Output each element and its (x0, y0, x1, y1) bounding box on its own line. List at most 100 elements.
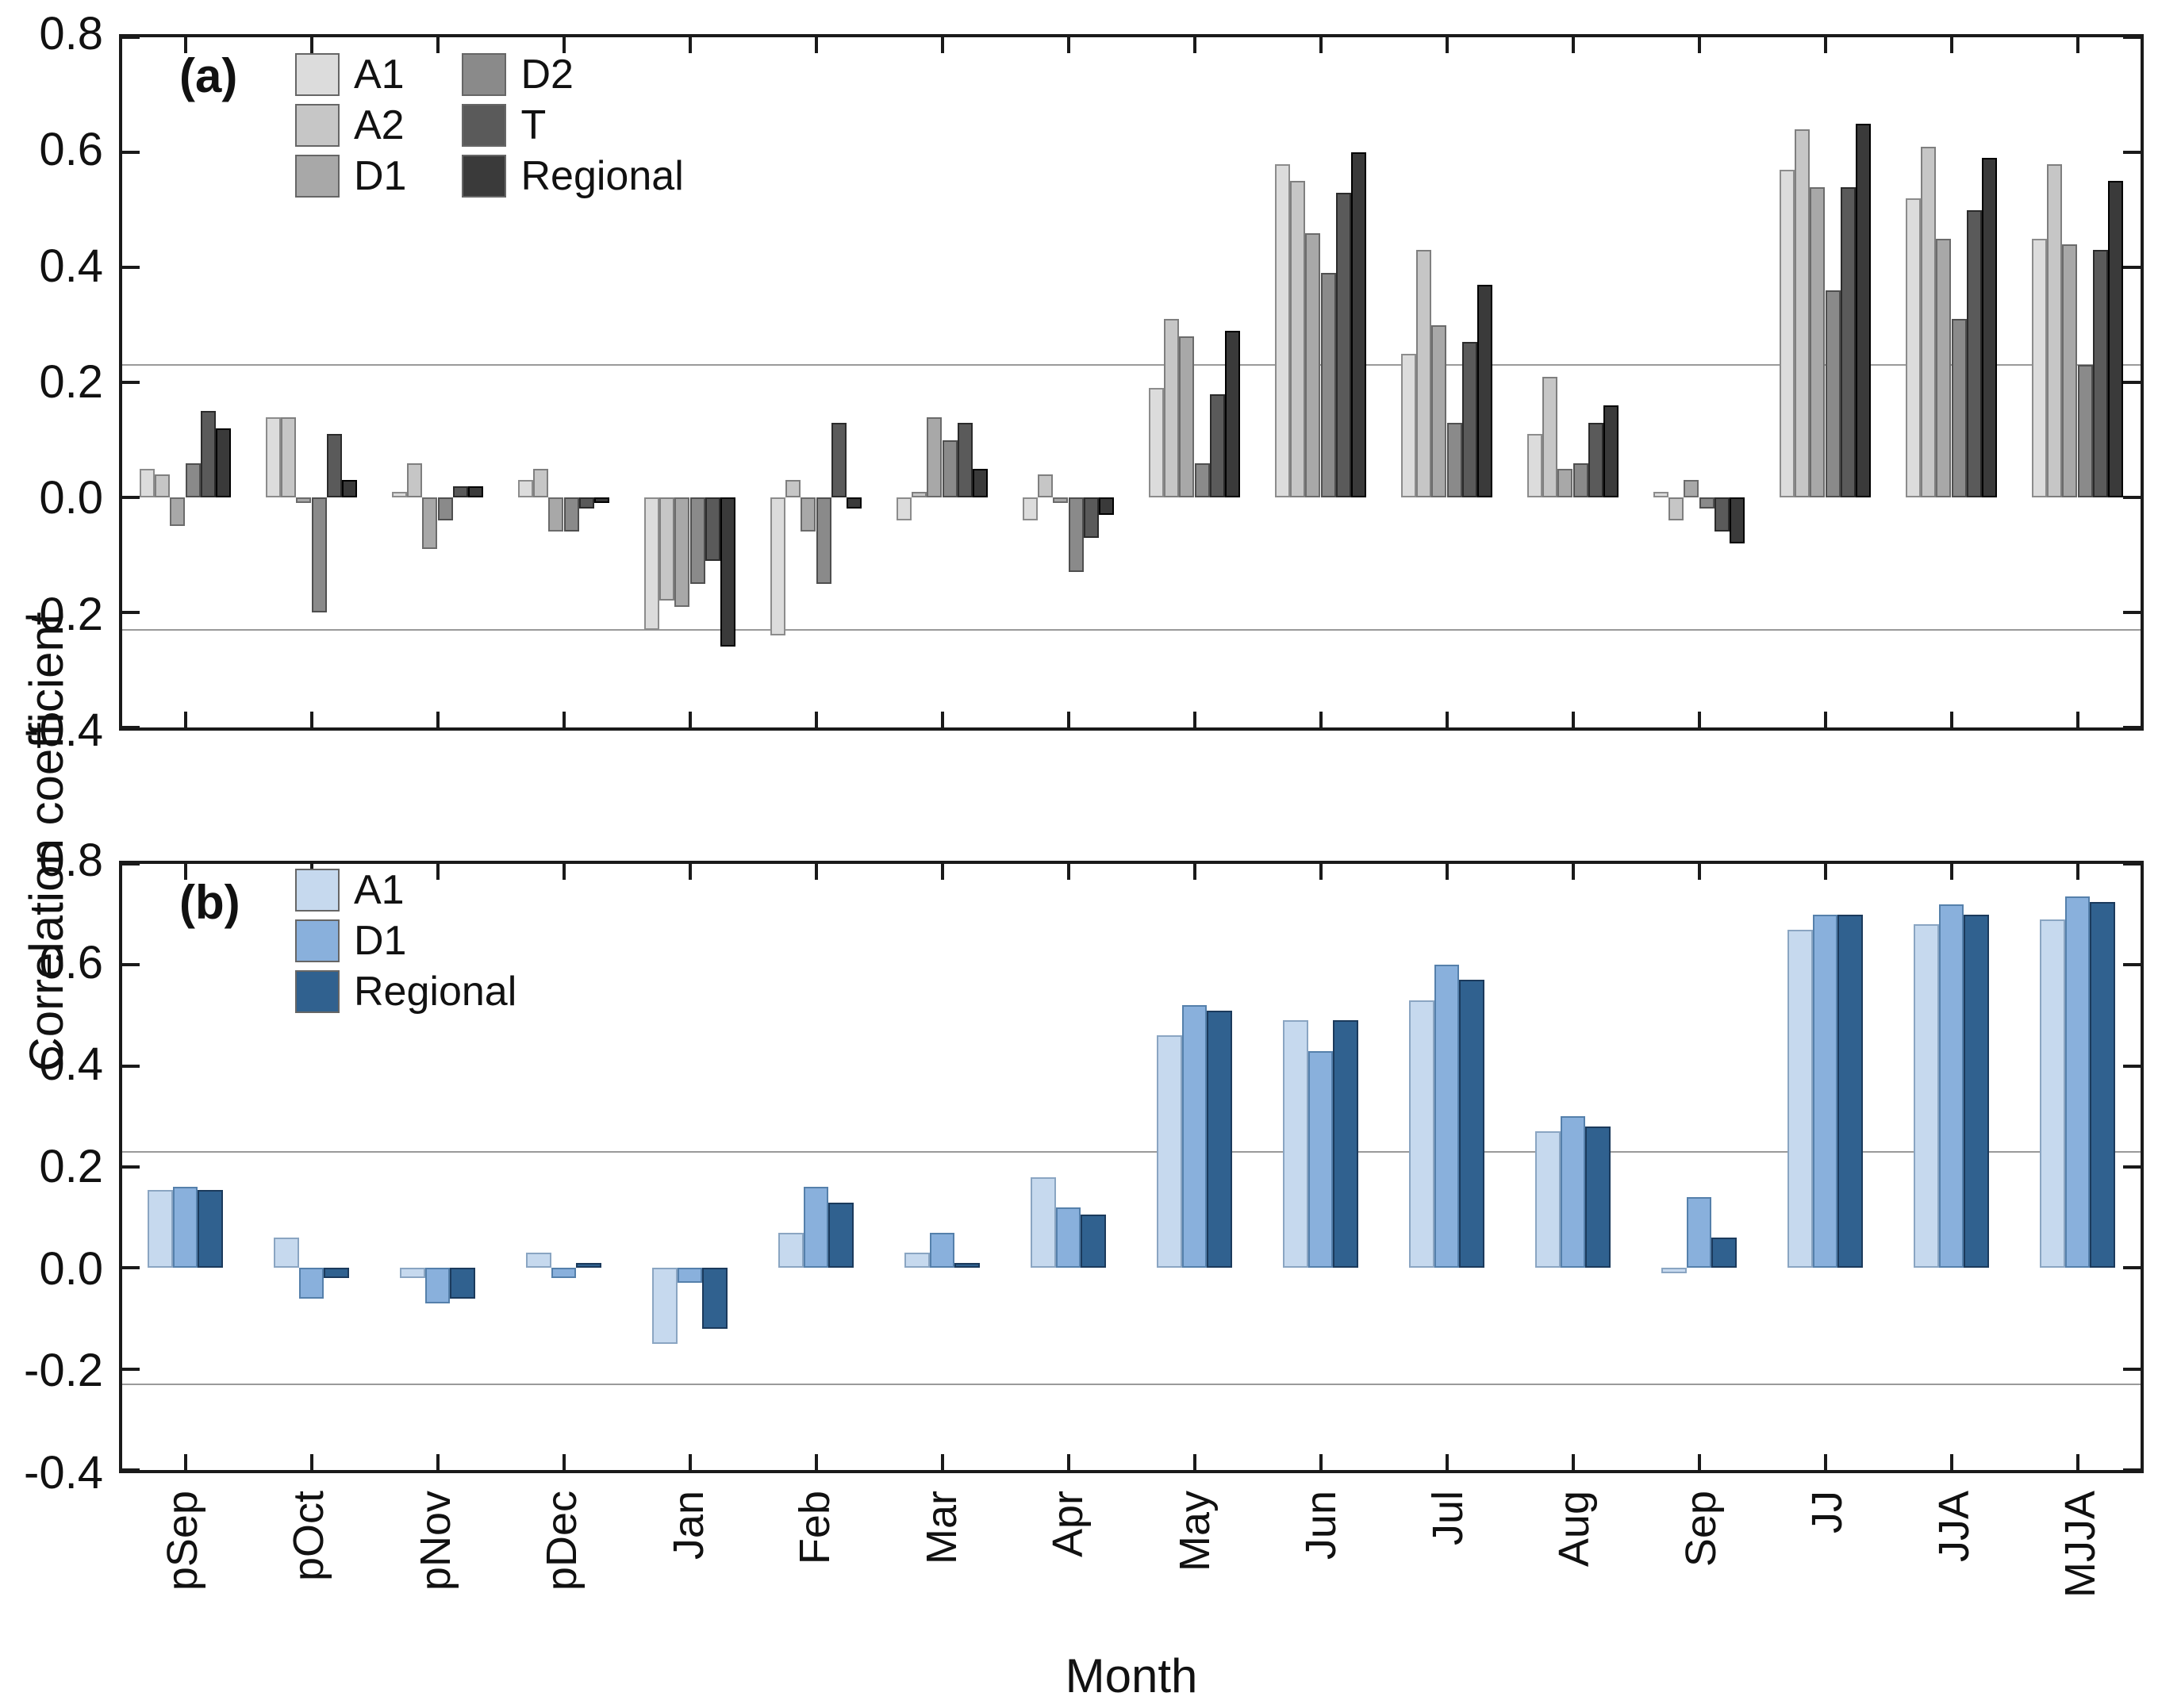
y-tick (122, 1367, 140, 1371)
bar-Regional-Jan (720, 497, 735, 647)
y-tick (122, 150, 140, 154)
bar-D1-pSep (172, 1187, 198, 1269)
bar-T-Jan (705, 497, 720, 561)
bar-D1-May (1181, 1005, 1208, 1269)
x-tick (1445, 37, 1449, 53)
y-tick-label: 0.6 (39, 124, 103, 176)
y-tick (2123, 265, 2141, 269)
bar-A1-Jan (644, 497, 660, 630)
x-tick (1949, 37, 1953, 53)
legend-swatch-regional (462, 155, 507, 198)
bar-D1-Feb (803, 1187, 829, 1269)
legend-swatch-t (462, 104, 507, 147)
y-tick-label: 0.6 (39, 936, 103, 988)
bar-T-pNov (452, 486, 468, 497)
bar-A2-JJ (1795, 129, 1810, 497)
bar-A1-MJJA (2032, 238, 2048, 497)
legend-swatch-a1 (295, 53, 340, 96)
bar-D2-pDec (563, 497, 579, 532)
x-tick (1319, 712, 1323, 727)
bar-D2-JJ (1825, 290, 1841, 497)
x-tick (1697, 712, 1701, 727)
bar-A2-pOct (281, 416, 297, 497)
x-tick (1697, 1454, 1701, 1470)
bar-D1-Apr (1055, 1207, 1081, 1269)
x-category-label-Jun: Jun (1297, 1491, 1346, 1560)
bar-Regional-Sep (1729, 497, 1745, 543)
y-tick (2123, 1266, 2141, 1270)
y-tick (2123, 1165, 2141, 1169)
x-tick (183, 1454, 187, 1470)
bar-A1-pSep (147, 1189, 173, 1269)
x-axis-title: Month (1065, 1649, 1198, 1702)
bar-D1-May (1179, 336, 1195, 497)
x-tick (1823, 712, 1827, 727)
bar-T-Apr (1083, 497, 1099, 538)
bar-A1-Sep (1661, 1268, 1687, 1273)
bar-A1-Jul (1401, 353, 1417, 497)
bar-Regional-Feb (846, 497, 862, 509)
bar-A1-Mar (897, 497, 912, 520)
x-tick (183, 37, 187, 53)
x-tick (436, 864, 440, 880)
y-tick (122, 1468, 140, 1472)
bar-Regional-pNov (467, 486, 483, 497)
bar-D1-Jun (1305, 232, 1321, 497)
bar-A1-Apr (1023, 497, 1039, 520)
y-tick (2123, 726, 2141, 729)
panel-b-plot-area (122, 862, 2141, 1472)
legend-item-d2: D2 (462, 53, 683, 96)
bar-A1-Aug (1534, 1131, 1561, 1269)
bar-Regional-pDec (593, 497, 609, 504)
x-tick (1823, 864, 1827, 880)
bar-D1-Aug (1557, 468, 1573, 497)
y-tick (122, 611, 140, 614)
bar-D1-Jul (1431, 324, 1447, 497)
bar-A2-Feb (785, 480, 801, 497)
bar-A1-JJA (1913, 924, 1939, 1269)
panel-a-plot-area (122, 36, 2141, 729)
bar-A1-pOct (266, 416, 282, 497)
x-tick (940, 1454, 944, 1470)
bar-D1-Jan (677, 1268, 703, 1284)
bar-D1-Mar (927, 416, 943, 497)
x-tick (1823, 1454, 1827, 1470)
bar-D1-JJ (1810, 186, 1826, 497)
x-category-label-pOct: pOct (285, 1491, 333, 1582)
y-tick (2123, 1367, 2141, 1371)
bar-D1-Sep (1686, 1197, 1712, 1269)
bar-Regional-pSep (198, 1189, 224, 1269)
y-tick (122, 36, 140, 39)
bar-Regional-pDec (576, 1262, 602, 1269)
x-tick (1571, 864, 1575, 880)
bar-Regional-MJJA (2090, 901, 2116, 1269)
x-tick (1192, 1454, 1196, 1470)
bar-A2-May (1164, 319, 1180, 497)
legend-swatch-d2 (462, 53, 507, 96)
x-tick (814, 37, 818, 53)
bar-A1-Jul (1408, 1000, 1434, 1269)
y-tick (122, 381, 140, 384)
x-tick (1066, 864, 1070, 880)
x-tick (1445, 1454, 1449, 1470)
x-tick (688, 712, 692, 727)
bar-A2-Sep (1668, 497, 1684, 520)
bar-A1-pNov (399, 1268, 425, 1279)
bar-Regional-Jun (1333, 1020, 1359, 1269)
bar-T-pOct (326, 434, 342, 497)
bar-D1-Jun (1307, 1050, 1334, 1269)
x-tick (562, 37, 566, 53)
x-tick (814, 864, 818, 880)
legend-item-b-d1: D1 (295, 919, 516, 962)
bar-D2-pSep (185, 463, 201, 497)
bar-Regional-pSep (215, 428, 231, 497)
y-tick-label: -0.4 (24, 1447, 103, 1499)
y-tick-label: 0.8 (39, 8, 103, 59)
x-category-label-pNov: pNov (411, 1491, 459, 1591)
y-tick (2123, 1064, 2141, 1068)
bar-D1-Jul (1434, 965, 1460, 1269)
x-tick (688, 1454, 692, 1470)
bar-A2-Apr (1038, 474, 1054, 497)
bar-Regional-JJA (1981, 158, 1997, 497)
x-tick (940, 37, 944, 53)
